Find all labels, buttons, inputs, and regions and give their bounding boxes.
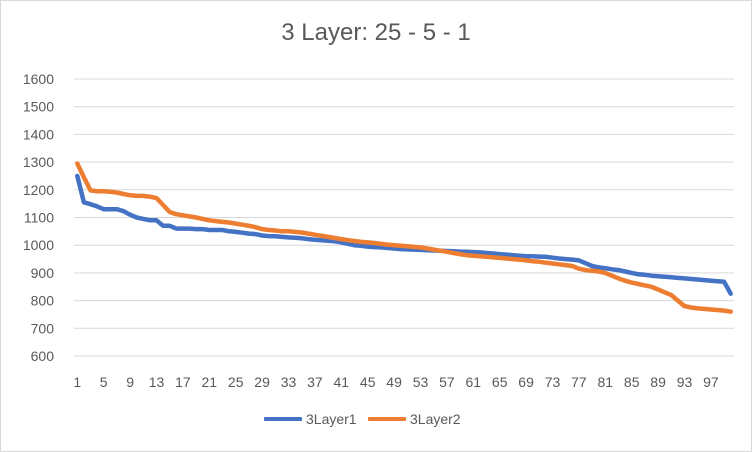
legend-item-3Layer2: 3Layer2 xyxy=(368,411,461,427)
x-tick-label: 65 xyxy=(492,374,508,390)
x-tick-label: 9 xyxy=(126,374,134,390)
y-tick-label: 1400 xyxy=(23,126,54,142)
x-tick-label: 1 xyxy=(73,374,81,390)
y-tick-label: 900 xyxy=(31,265,55,281)
x-tick-label: 93 xyxy=(677,374,693,390)
y-tick-label: 1100 xyxy=(24,210,54,226)
y-tick-label: 1200 xyxy=(23,182,54,198)
x-tick-label: 21 xyxy=(202,374,218,390)
legend-swatch xyxy=(368,417,406,421)
series-line-3Layer2 xyxy=(75,161,733,314)
y-tick-label: 1300 xyxy=(23,154,54,170)
legend-swatch xyxy=(264,417,302,421)
y-tick-label: 800 xyxy=(31,293,55,309)
x-tick-label: 73 xyxy=(545,374,561,390)
y-tick-label: 600 xyxy=(31,348,55,364)
y-tick-label: 1600 xyxy=(23,71,54,87)
x-tick-label: 85 xyxy=(624,374,640,390)
x-tick-label: 5 xyxy=(100,374,108,390)
x-tick-label: 69 xyxy=(518,374,534,390)
series-line-3Layer1 xyxy=(75,173,733,296)
x-tick-label: 61 xyxy=(466,374,482,390)
x-tick-label: 17 xyxy=(175,374,191,390)
legend-item-3Layer1: 3Layer1 xyxy=(264,411,357,427)
legend-label: 3Layer1 xyxy=(306,411,357,427)
x-tick-label: 89 xyxy=(650,374,666,390)
y-tick-label: 1500 xyxy=(23,99,54,115)
x-tick-label: 41 xyxy=(334,374,350,390)
x-tick-label: 53 xyxy=(413,374,429,390)
x-tick-label: 25 xyxy=(228,374,244,390)
x-tick-label: 49 xyxy=(386,374,402,390)
y-tick-label: 1000 xyxy=(23,237,54,253)
x-tick-label: 33 xyxy=(281,374,297,390)
chart-title: 3 Layer: 25 - 5 - 1 xyxy=(281,19,471,46)
x-tick-label: 37 xyxy=(307,374,323,390)
x-tick-label: 81 xyxy=(598,374,614,390)
x-tick-label: 29 xyxy=(254,374,270,390)
x-tick-label: 97 xyxy=(703,374,719,390)
legend: 3Layer1 3Layer2 xyxy=(1,411,751,435)
x-tick-label: 45 xyxy=(360,374,376,390)
y-tick-label: 700 xyxy=(31,320,55,336)
x-tick-label: 57 xyxy=(439,374,455,390)
x-tick-label: 77 xyxy=(571,374,587,390)
legend-label: 3Layer2 xyxy=(410,411,461,427)
x-tick-label: 13 xyxy=(149,374,165,390)
